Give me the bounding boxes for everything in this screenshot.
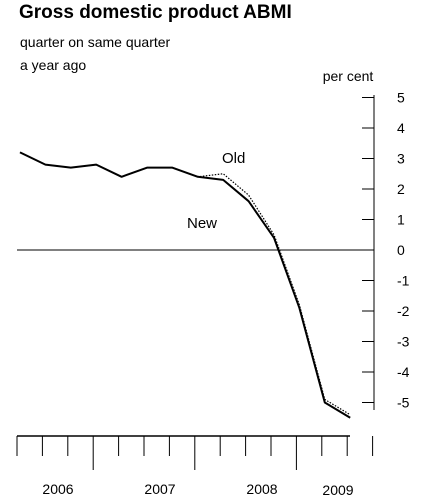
y-tick-label: 5: [397, 90, 405, 106]
x-year-label: 2009: [322, 482, 353, 498]
legend-label-new: New: [187, 215, 217, 232]
chart-subtitle-line-2: a year ago: [20, 57, 87, 73]
y-tick-label: 0: [397, 242, 405, 258]
y-tick-label: 2: [397, 181, 405, 197]
y-tick-label: 4: [397, 120, 405, 136]
y-tick-label: 1: [397, 212, 405, 228]
y-tick-label: -1: [397, 273, 410, 289]
chart-title: Gross domestic product ABMI: [19, 2, 292, 23]
y-tick-label: -4: [397, 364, 410, 380]
x-year-label: 2007: [144, 481, 175, 497]
series-layer: [19, 151, 351, 419]
y-axis-label: per cent: [323, 68, 374, 84]
legend-label-old: Old: [222, 150, 245, 167]
y-tick-label: 3: [397, 151, 405, 167]
y-axis-ticks: 5 4 3 2 1 0 -1 -2 -3 -4 -5: [362, 90, 410, 411]
chart-subtitle-line-1: quarter on same quarter: [20, 34, 171, 50]
x-year-label: 2008: [246, 481, 277, 497]
series-line-new: [19, 151, 351, 419]
y-tick-label: -5: [397, 395, 410, 411]
series-line-old: [19, 151, 351, 416]
x-year-label: 2006: [42, 481, 73, 497]
y-tick-label: -3: [397, 334, 410, 350]
y-tick-label: -2: [397, 303, 410, 319]
x-axis-ticks: 2006 2007 2008 2009: [16, 436, 374, 498]
